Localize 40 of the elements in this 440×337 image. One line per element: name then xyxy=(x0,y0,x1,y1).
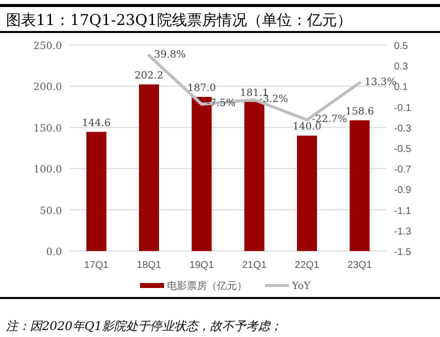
y2-tick-label: 0.5 xyxy=(394,41,408,52)
legend-label: YoY xyxy=(291,281,311,292)
data-label: -7.5% xyxy=(206,98,236,110)
x-tick-label: 17Q1 xyxy=(84,260,109,271)
y-tick-label: 250.0 xyxy=(33,41,62,52)
bar xyxy=(350,120,370,251)
y2-tick-label: 0.3 xyxy=(394,62,408,73)
y2-tick-label: -0.5 xyxy=(394,144,412,155)
y-tick-label: 150.0 xyxy=(33,123,62,134)
data-label: 202.2 xyxy=(134,70,164,82)
y2-tick-label: -0.7 xyxy=(394,164,412,176)
y2-tick-label: -1.5 xyxy=(394,247,412,258)
y2-tick-label: -0.1 xyxy=(394,102,412,114)
data-label: 187.0 xyxy=(187,82,216,94)
x-tick-label: 23Q1 xyxy=(347,260,372,271)
x-tick-label: 22Q1 xyxy=(294,260,320,271)
y-tick-label: 200.0 xyxy=(33,82,62,94)
data-label: 140.0 xyxy=(292,122,322,133)
y-tick-label: 0.0 xyxy=(46,247,62,258)
y2-tick-label: -1.3 xyxy=(394,226,412,238)
legend-label: 电影票房（亿元） xyxy=(167,280,247,292)
text: 注：因2020年Q1影院处于停业状态，故不予考虑； xyxy=(6,319,282,333)
y2-tick-label: -0.9 xyxy=(394,185,412,196)
y2-tick-label: -0.3 xyxy=(394,123,412,134)
data-label: 144.6 xyxy=(82,118,111,129)
data-label: 158.6 xyxy=(345,106,374,118)
data-label: -3.2% xyxy=(259,94,288,105)
data-label: 39.8% xyxy=(154,50,186,61)
bar xyxy=(86,132,106,251)
chart-title: 图表11：17Q1-23Q1院线票房情况（单位：亿元） xyxy=(6,11,352,29)
y-tick-label: 50.0 xyxy=(40,206,62,217)
x-tick-label: 18Q1 xyxy=(136,260,162,271)
y2-tick-label: -1.1 xyxy=(394,206,412,217)
bar xyxy=(244,102,264,251)
x-tick-label: 19Q1 xyxy=(189,260,214,271)
x-tick-label: 21Q1 xyxy=(242,260,267,271)
bar xyxy=(297,136,317,251)
y2-tick-label: 0.1 xyxy=(394,82,408,94)
y-tick-label: 100.0 xyxy=(33,164,62,176)
bar xyxy=(139,84,159,251)
